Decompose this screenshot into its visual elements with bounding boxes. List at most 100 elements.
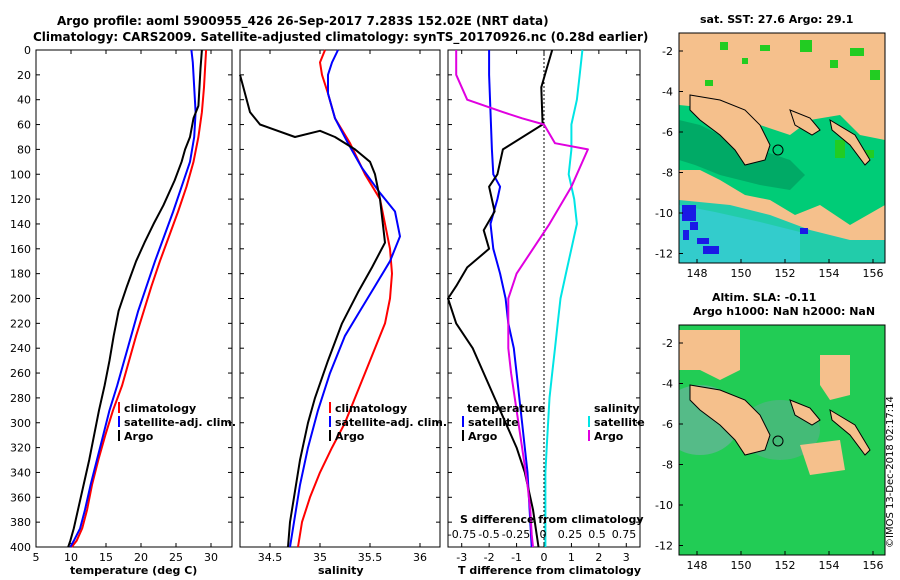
x-tick-label: 1 xyxy=(568,551,575,564)
y-tick-label: 220 xyxy=(10,317,31,330)
salinity-panel: 34.5 35 35.5 36 salinity climatology satell… xyxy=(239,49,447,577)
y-tick-label: 80 xyxy=(17,143,31,156)
legend-label-t-argo: Argo xyxy=(468,430,498,443)
y-tick-label: 180 xyxy=(10,268,31,281)
x-tick-label: -3 xyxy=(456,551,467,564)
s-diff-tick-label: 0.75 xyxy=(612,528,637,541)
map-x-tick-label: 148 xyxy=(687,267,708,280)
title-line-1: Argo profile: aoml 5900955_426 26-Sep-20… xyxy=(57,14,549,29)
series-line-s-argo xyxy=(455,50,589,548)
s-difference-ticklabels: -0.75 -0.5 -0.25 0 0.25 0.5 0.75 xyxy=(448,528,636,541)
series-line-t-satellite xyxy=(488,50,533,548)
legend-label-argo: Argo xyxy=(335,430,365,443)
new-guinea-land xyxy=(689,384,771,456)
x-tick-label: 0 xyxy=(541,551,548,564)
map-y-tick-label: -4 xyxy=(662,86,673,99)
y-tick-label: 380 xyxy=(10,516,31,529)
map-y-tick-label: -8 xyxy=(662,167,673,180)
sla-map-title-1: Altim. SLA: -0.11 xyxy=(712,291,816,304)
x-tick-label: 34.5 xyxy=(258,551,283,564)
sst-map: sat. SST: 27.6 Argo: 29.1 xyxy=(655,13,886,280)
x-tick-label: 35 xyxy=(313,551,327,564)
y-tick-label: 340 xyxy=(10,466,31,479)
title-line-2: Climatology: CARS2009. Satellite-adjuste… xyxy=(33,30,648,45)
temperature-panel: 0 20 40 60 80 100 120 140 160 180 200 220 240 260 280 3… xyxy=(10,44,236,577)
y-tick-label: 40 xyxy=(17,94,31,107)
cloud-pixels xyxy=(705,40,880,158)
map-x-tick-label: 150 xyxy=(731,559,752,572)
x-tick-label: -1 xyxy=(511,551,522,564)
y-tick-label: 400 xyxy=(10,541,31,554)
t-difference-xlabel: T difference from climatology xyxy=(458,564,641,577)
y-tick-label: 60 xyxy=(17,119,31,132)
map-x-tick-label: 154 xyxy=(819,267,840,280)
solomon-islands xyxy=(829,118,871,166)
map-y-tick-label: -8 xyxy=(662,459,673,472)
y-tick-label: 120 xyxy=(10,193,31,206)
s-diff-tick-label: 0.25 xyxy=(558,528,583,541)
sst-map-title: sat. SST: 27.6 Argo: 29.1 xyxy=(700,13,853,26)
y-tick-label: 160 xyxy=(10,243,31,256)
x-tick-label: 5 xyxy=(33,551,40,564)
x-tick-label: 35.5 xyxy=(358,551,383,564)
map-x-tick-label: 152 xyxy=(775,559,796,572)
salinity-legend: climatology satellite-adj. clim. Argo xyxy=(329,402,447,443)
y-tick-label: 300 xyxy=(10,417,31,430)
s-diff-tick-label: -0.5 xyxy=(478,528,499,541)
legend-label-t-satellite: satellite xyxy=(468,416,519,429)
difference-legend: temperature satellite Argo salinity sate… xyxy=(462,402,645,443)
map-y-tick-label: -2 xyxy=(662,45,673,58)
y-tick-label: 200 xyxy=(10,293,31,306)
map-y-tick-label: -12 xyxy=(655,540,673,553)
legend-label-climatology: climatology xyxy=(124,402,196,415)
temperature-xlabel: temperature (deg C) xyxy=(70,564,197,577)
x-tick-label: 25 xyxy=(169,551,183,564)
map-y-tick-label: -10 xyxy=(655,207,673,220)
series-line-argo xyxy=(239,74,386,548)
series-line-satellite-adj-clim- xyxy=(69,49,197,548)
map-x-tick-label: 148 xyxy=(687,559,708,572)
legend-label-s-argo: Argo xyxy=(594,430,624,443)
x-tick-label: -2 xyxy=(484,551,495,564)
series-line-t-argo xyxy=(447,49,554,548)
map-y-tick-label: -2 xyxy=(662,337,673,350)
y-tick-label: 100 xyxy=(10,168,31,181)
x-tick-label: 10 xyxy=(64,551,78,564)
map-y-tick-label: -4 xyxy=(662,378,673,391)
land-southeast xyxy=(800,440,845,475)
map-y-tick-label: -6 xyxy=(662,126,673,139)
map-x-tick-label: 154 xyxy=(819,559,840,572)
y-tick-label: 320 xyxy=(10,442,31,455)
y-tick-label: 280 xyxy=(10,392,31,405)
cold-pixels xyxy=(682,205,808,254)
land-north xyxy=(679,330,740,380)
legend-title-salinity: salinity xyxy=(594,402,640,415)
map-y-tick-label: -12 xyxy=(655,248,673,261)
salinity-xlabel: salinity xyxy=(318,564,364,577)
x-tick-label: 36 xyxy=(413,551,427,564)
x-tick-label: 15 xyxy=(99,551,113,564)
s-diff-tick-label: -0.75 xyxy=(448,528,476,541)
y-tick-label: 0 xyxy=(24,44,31,57)
legend-label-climatology: climatology xyxy=(335,402,407,415)
solomon-islands xyxy=(829,408,871,456)
x-tick-label: 2 xyxy=(595,551,602,564)
series-line-s-satellite xyxy=(544,49,584,547)
temperature-axes-frame xyxy=(35,49,233,548)
legend-label-argo: Argo xyxy=(124,430,154,443)
argo-float-marker xyxy=(772,144,784,156)
new-britain-land xyxy=(789,109,821,136)
x-tick-label: 3 xyxy=(623,551,630,564)
legend-label-satellite: satellite-adj. clim. xyxy=(335,416,447,429)
map-x-tick-label: 152 xyxy=(775,267,796,280)
map-y-tick-label: -6 xyxy=(662,418,673,431)
land-east xyxy=(820,355,850,400)
series-line-climatology xyxy=(70,49,208,548)
sla-map-title-2: Argo h1000: NaN h2000: NaN xyxy=(693,305,875,318)
sla-map-frame xyxy=(678,324,886,556)
map-x-tick-label: 156 xyxy=(863,559,884,572)
argo-float-marker xyxy=(772,435,784,447)
salinity-axes-frame xyxy=(239,49,441,548)
s-diff-tick-label: 0 xyxy=(540,528,547,541)
